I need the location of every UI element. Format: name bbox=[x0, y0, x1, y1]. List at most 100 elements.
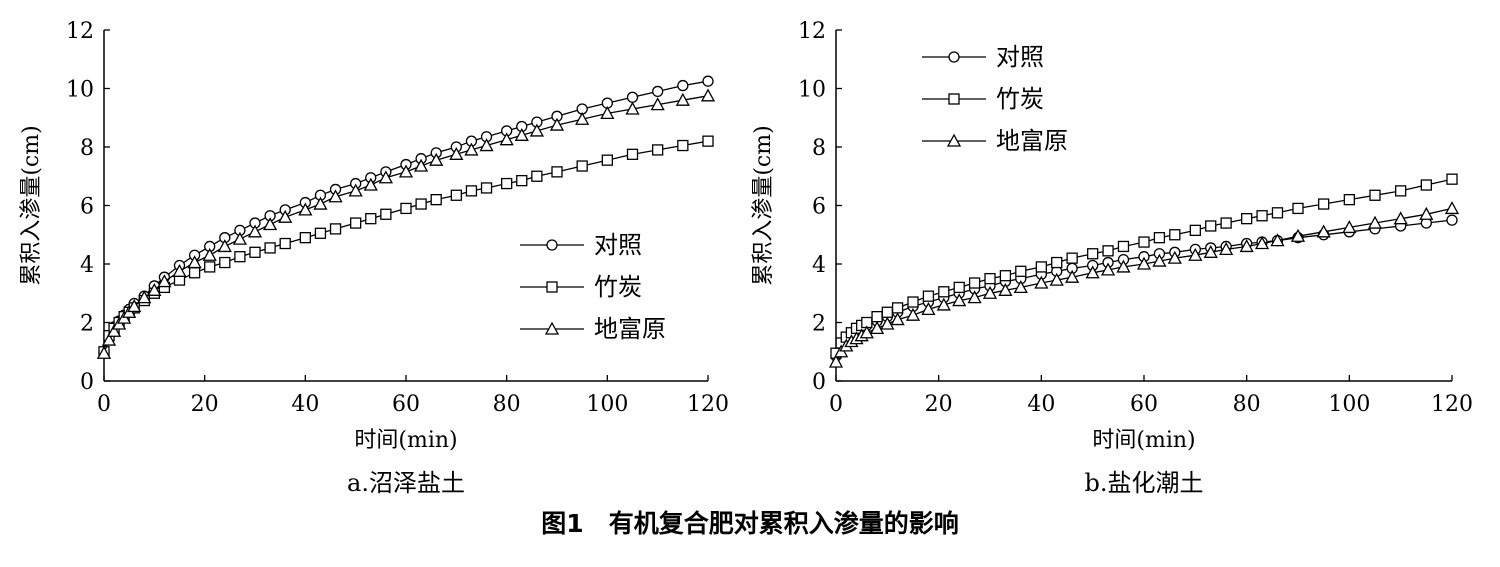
data-point bbox=[1085, 265, 1100, 279]
data-point bbox=[1343, 193, 1355, 206]
series-line bbox=[103, 80, 709, 352]
data-point bbox=[652, 144, 664, 156]
legend-entry: 竹炭 bbox=[922, 85, 1044, 113]
data-point bbox=[415, 198, 427, 210]
data-point bbox=[529, 123, 544, 137]
data-point bbox=[575, 111, 590, 125]
data-point bbox=[202, 247, 217, 261]
data-point bbox=[1136, 256, 1152, 270]
y-tick-label: 0 bbox=[812, 370, 826, 395]
x-tick-label: 80 bbox=[493, 392, 521, 417]
data-point bbox=[278, 209, 293, 223]
data-point bbox=[1013, 280, 1028, 294]
data-point bbox=[1015, 265, 1027, 277]
data-point bbox=[465, 185, 478, 197]
data-point bbox=[1395, 185, 1407, 197]
y-tick-label: 6 bbox=[80, 195, 94, 220]
data-point bbox=[828, 354, 844, 368]
series-triangle bbox=[828, 201, 1460, 368]
data-point bbox=[702, 135, 714, 147]
data-point bbox=[675, 92, 690, 106]
data-point bbox=[1270, 233, 1285, 247]
data-point bbox=[880, 316, 895, 330]
chart-panel-a: 0 20 40 60 80 100 120 0 2 4 6 8 10 12 时间(min) 累积入渗量(cm)… bbox=[19, 19, 729, 497]
data-point bbox=[953, 281, 965, 294]
legend-label: 竹炭 bbox=[594, 273, 642, 301]
data-point bbox=[1203, 244, 1218, 258]
y-tick-label: 12 bbox=[798, 19, 826, 44]
legend-entry: 地富原 bbox=[922, 127, 1068, 155]
data-point bbox=[516, 174, 528, 187]
y-tick-label: 4 bbox=[80, 253, 94, 278]
x-tick-label: 0 bbox=[97, 392, 111, 417]
data-point bbox=[982, 285, 998, 299]
x-tick-label: 120 bbox=[687, 392, 729, 417]
data-point bbox=[600, 106, 615, 120]
data-point bbox=[1292, 202, 1304, 215]
data-point bbox=[329, 223, 342, 235]
data-point bbox=[299, 232, 311, 244]
y-tick-label: 10 bbox=[798, 78, 826, 103]
x-tick-label: 40 bbox=[1027, 392, 1055, 417]
data-point bbox=[1271, 207, 1284, 219]
data-point bbox=[400, 202, 412, 215]
y-tick-label: 10 bbox=[66, 78, 94, 103]
legend-marker bbox=[544, 321, 560, 335]
data-point bbox=[188, 267, 201, 279]
data-point bbox=[1117, 240, 1130, 253]
data-point bbox=[263, 217, 278, 231]
legend-marker bbox=[546, 281, 558, 293]
data-point bbox=[998, 282, 1013, 296]
data-point bbox=[871, 310, 883, 323]
x-tick-label: 60 bbox=[392, 392, 420, 417]
data-point bbox=[1034, 275, 1049, 289]
data-point bbox=[625, 101, 640, 115]
chart-panel-b: 0 20 40 60 80 100 120 0 2 4 6 8 10 12 时间(min) 累积入渗量(cm)… bbox=[751, 19, 1473, 497]
data-point bbox=[1153, 232, 1166, 244]
data-point bbox=[1102, 245, 1114, 257]
x-axis-title: 时间(min) bbox=[1092, 428, 1195, 453]
data-point bbox=[626, 148, 639, 160]
data-point bbox=[1189, 224, 1201, 237]
x-tick-label: 40 bbox=[291, 392, 319, 417]
data-point bbox=[172, 263, 187, 277]
data-point bbox=[313, 196, 328, 210]
data-point bbox=[1152, 253, 1167, 267]
data-point bbox=[968, 277, 981, 289]
legend-marker bbox=[948, 51, 960, 63]
panel-subcaption: b.盐化潮土 bbox=[1085, 469, 1204, 497]
data-point bbox=[891, 302, 904, 314]
data-point bbox=[549, 117, 565, 131]
data-point bbox=[429, 152, 444, 166]
data-point bbox=[450, 189, 462, 201]
data-point bbox=[1444, 201, 1460, 215]
data-point bbox=[967, 290, 982, 304]
data-point bbox=[363, 177, 378, 191]
data-point bbox=[1239, 239, 1254, 253]
data-point bbox=[249, 246, 261, 258]
data-point bbox=[1169, 229, 1181, 241]
data-point bbox=[1316, 224, 1331, 238]
data-point bbox=[601, 154, 613, 166]
x-tick-label: 100 bbox=[586, 392, 628, 417]
data-point bbox=[952, 293, 967, 307]
data-point bbox=[378, 170, 393, 184]
x-tick-label: 20 bbox=[191, 392, 219, 417]
data-point bbox=[501, 177, 513, 190]
legend-entry: 对照 bbox=[922, 43, 1044, 71]
data-point bbox=[1220, 217, 1232, 229]
data-point bbox=[264, 242, 276, 254]
data-point bbox=[677, 139, 689, 152]
data-point bbox=[1051, 256, 1063, 269]
data-point bbox=[1318, 198, 1330, 210]
data-point bbox=[576, 160, 588, 172]
data-point bbox=[219, 256, 231, 269]
data-point bbox=[626, 91, 639, 103]
data-point bbox=[531, 170, 543, 182]
x-tick-label: 100 bbox=[1328, 392, 1370, 417]
data-point bbox=[1049, 272, 1064, 286]
data-point bbox=[1138, 236, 1150, 248]
y-tick-label: 0 bbox=[80, 370, 94, 395]
legend-label: 竹炭 bbox=[996, 85, 1044, 113]
